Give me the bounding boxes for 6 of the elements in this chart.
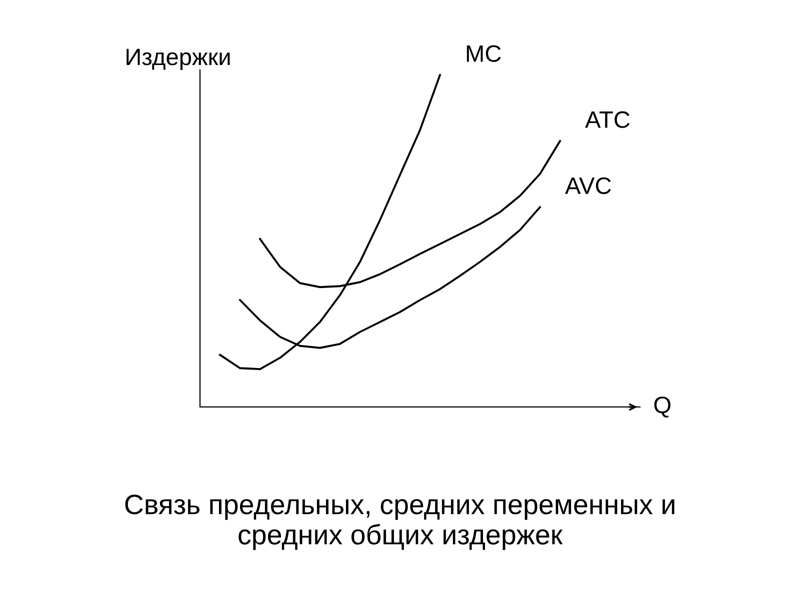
y-axis-title: Издержки xyxy=(126,48,230,70)
series-label: MC xyxy=(466,45,501,62)
series-label: AVC xyxy=(565,177,611,194)
x-axis-title: Q xyxy=(654,396,670,418)
text: Связь предельных, средних переменных и средних общих издержек xyxy=(125,494,674,550)
series-label: ATC xyxy=(585,111,630,128)
